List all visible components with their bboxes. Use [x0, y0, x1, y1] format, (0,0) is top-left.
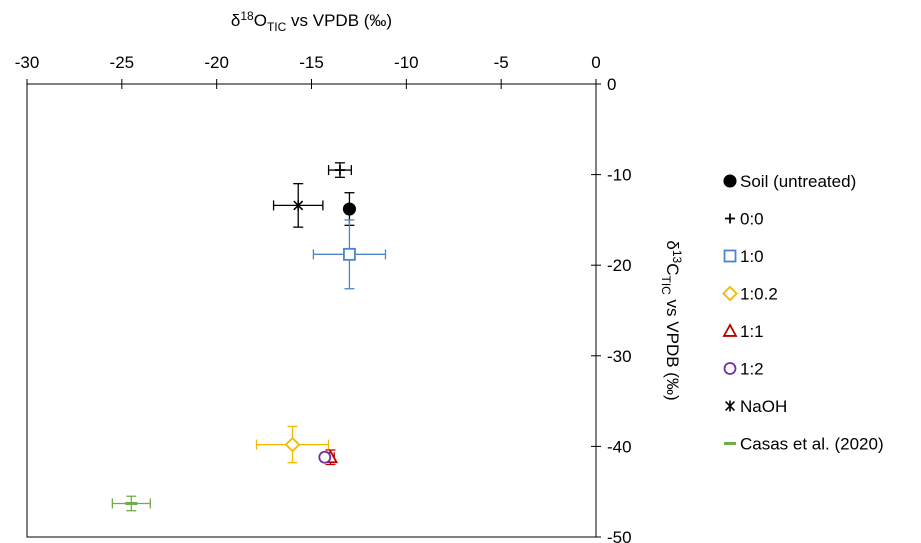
plot-area: [26, 83, 597, 538]
legend-item: 0:0: [725, 210, 764, 229]
legend-label: 1:2: [740, 360, 764, 379]
plot-frame: [26, 83, 597, 538]
legend-label: Soil (untreated): [740, 172, 856, 191]
x-tick-label: -10: [394, 53, 419, 72]
legend-label: 1:1: [740, 322, 764, 341]
legend-label: 1:0: [740, 247, 764, 266]
x-tick-label: -15: [299, 53, 324, 72]
marker-open-diamond: [284, 436, 301, 453]
marker-open-triangle: [722, 323, 738, 337]
series-0-0: [327, 162, 352, 178]
marker-open-diamond: [722, 285, 738, 302]
legend-item: 1:1: [722, 322, 764, 341]
y-tick-label: -20: [607, 256, 632, 275]
marker-open-circle: [723, 362, 737, 375]
legend-label: NaOH: [740, 397, 787, 416]
y-axis-title: δ13CTIC vs VPDB (‰): [659, 240, 684, 400]
series-naoh: [272, 183, 324, 228]
marker-open-square: [723, 249, 737, 263]
marker-open-square: [343, 247, 356, 261]
marker-filled-circle: [342, 202, 356, 216]
series-1-0-2: [255, 425, 330, 464]
y-tick-label: 0: [607, 75, 616, 94]
x-axis-title: δ18OTIC vs VPDB (‰): [231, 9, 392, 34]
legend-item: 1:0: [723, 247, 764, 266]
x-tick-label: -20: [204, 53, 229, 72]
legend-item: NaOH: [725, 397, 787, 416]
legend-item: Soil (untreated): [723, 172, 856, 191]
legend-label: 0:0: [740, 210, 764, 229]
data-marks: [111, 162, 387, 512]
marker-filled-circle: [723, 174, 737, 188]
y-tick-label: -10: [607, 166, 632, 185]
series-1-2: [318, 450, 332, 464]
x-tick-label: -25: [110, 53, 135, 72]
legend-item: Casas et al. (2020): [723, 435, 884, 454]
y-tick-label: -50: [607, 528, 632, 543]
legend-label: Casas et al. (2020): [740, 435, 884, 454]
legend-item: 1:2: [723, 360, 764, 379]
x-tick-label: -5: [494, 53, 509, 72]
series-casas-et-al-2020-: [111, 495, 151, 512]
y-tick-label: -40: [607, 437, 632, 456]
marker-open-circle: [318, 450, 332, 464]
legend-item: 1:0.2: [722, 285, 778, 304]
y-tick-label: -30: [607, 347, 632, 366]
series-1-0: [312, 219, 387, 290]
x-tick-label: 0: [591, 53, 600, 72]
legend: Soil (untreated) 0:0 1:0 1:0.2 1:1 1:2 NaOH Cas…: [722, 172, 884, 454]
legend-label: 1:0.2: [740, 285, 778, 304]
axes: -30 -25 -20 -15 -10 -5 00-10-20-30-40-50δ18OTI…: [15, 9, 684, 543]
x-tick-label: -30: [15, 53, 40, 72]
